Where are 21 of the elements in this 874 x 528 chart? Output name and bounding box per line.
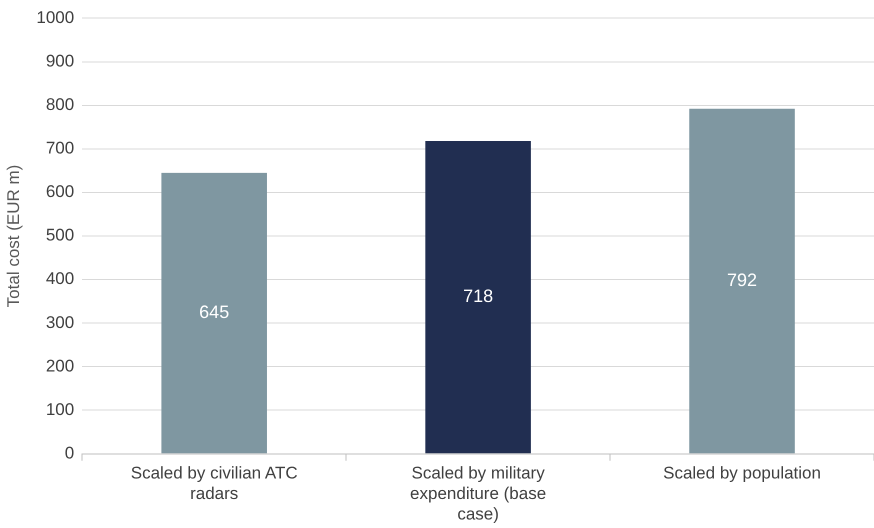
- data-label: 718: [463, 286, 494, 306]
- y-tick-label: 500: [46, 226, 74, 245]
- x-tick-label: Scaled by civilian ATC radars: [130, 464, 298, 504]
- y-tick-label: 0: [64, 443, 74, 462]
- y-tick-label: 1000: [36, 8, 74, 27]
- y-tick-label: 300: [46, 312, 74, 332]
- bar: [425, 141, 531, 454]
- y-tick-label: 600: [46, 182, 74, 202]
- bar: [161, 172, 267, 454]
- data-label: 645: [199, 302, 230, 322]
- x-tick-label: Scaled by population: [663, 464, 821, 483]
- y-tick-label: 800: [46, 95, 74, 114]
- y-tick-label: 400: [46, 269, 74, 288]
- y-tick-label: 200: [46, 356, 74, 376]
- y-tick-label: 900: [46, 51, 74, 70]
- data-label: 792: [727, 270, 758, 290]
- y-tick-label: 700: [46, 138, 74, 158]
- x-tick-label: Scaled by military expenditure (base case): [410, 464, 546, 524]
- y-tick-label: 100: [46, 400, 74, 419]
- y-axis-title: Total cost (EUR m): [4, 164, 23, 308]
- bar: [689, 108, 795, 454]
